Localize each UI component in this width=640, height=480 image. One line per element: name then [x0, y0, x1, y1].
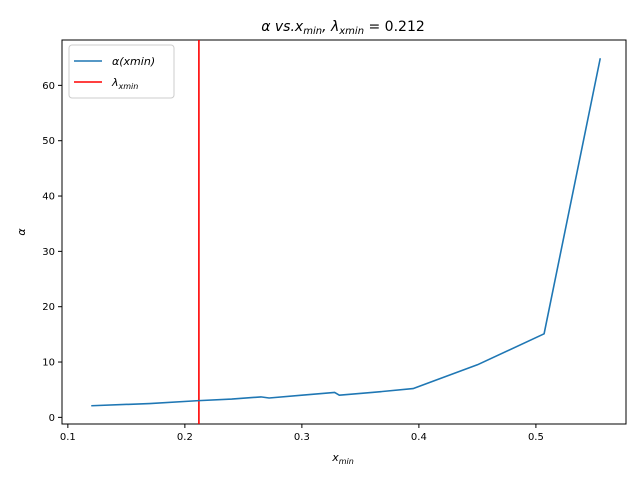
- x-tick-label: 0.2: [177, 432, 193, 443]
- y-tick-label: 30: [42, 247, 55, 258]
- legend-label-lambda-sub: xmin: [118, 82, 139, 91]
- y-tick-label: 60: [42, 81, 55, 92]
- y-tick-label: 10: [42, 358, 55, 369]
- chart-marks: [91, 40, 602, 424]
- series-line-alpha: [91, 58, 602, 407]
- y-axis-label: α: [15, 228, 28, 236]
- x-tick-label: 0.1: [60, 432, 76, 443]
- plot-area-frame: [61, 39, 627, 425]
- y-tick-label: 0: [49, 413, 55, 424]
- legend-label-alpha-end: ): [150, 55, 155, 68]
- y-tick-label: 50: [42, 136, 55, 147]
- chart-title: α vs.xmin, λxmin = 0.212: [261, 19, 425, 37]
- legend-label-alpha-base: α(: [112, 55, 124, 68]
- legend-label-alpha-xmin: xmin: [123, 55, 151, 68]
- legend: α(xmin) λxmin: [68, 44, 175, 99]
- x-tick-label: 0.5: [528, 432, 544, 443]
- legend-box: [68, 44, 175, 99]
- y-tick-label: 20: [42, 302, 55, 313]
- x-axis-label-sub: min: [339, 457, 354, 466]
- title-sub-min: min: [303, 26, 322, 37]
- x-axis-ticks: 0.1 0.2 0.3 0.4 0.5: [60, 424, 544, 443]
- title-part-alpha: α vs.x: [261, 19, 304, 35]
- title-value: = 0.212: [364, 19, 425, 35]
- legend-label-lambda: λxmin: [111, 76, 138, 91]
- x-axis-label: xmin: [331, 451, 354, 466]
- legend-label-lambda-base: λ: [111, 76, 119, 89]
- y-axis-ticks: 0 10 20 30 40 50 60: [42, 81, 62, 424]
- x-tick-label: 0.3: [294, 432, 310, 443]
- x-axis-label-base: x: [331, 451, 339, 464]
- title-sub-xmin: xmin: [338, 26, 364, 37]
- x-tick-label: 0.4: [411, 432, 427, 443]
- title-part-lambda: , λ: [322, 19, 339, 35]
- y-tick-label: 40: [42, 192, 55, 203]
- legend-label-alpha: α(xmin): [112, 55, 155, 68]
